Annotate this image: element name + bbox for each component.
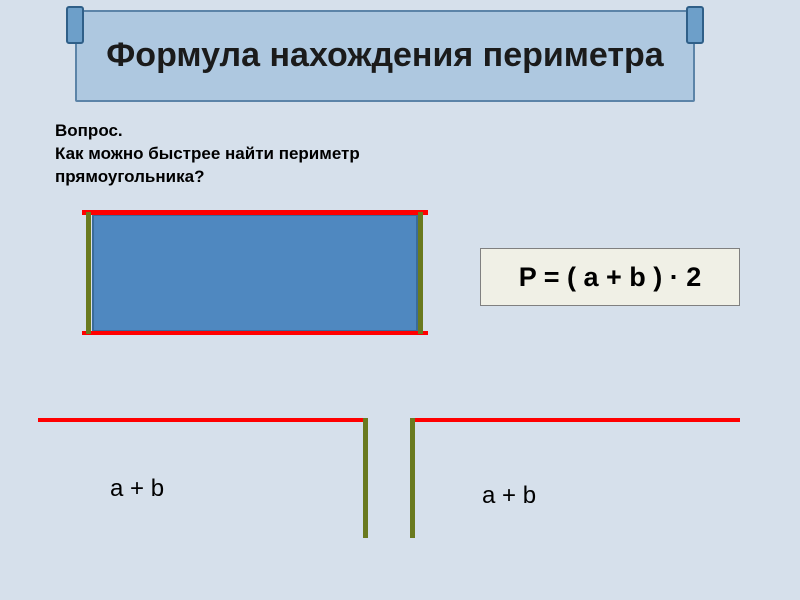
- formula-text: P = ( a + b ) · 2: [519, 262, 702, 293]
- title-text: Формула нахождения периметра: [106, 36, 663, 75]
- question-text: Вопрос. Как можно быстрее найти периметр…: [55, 120, 360, 189]
- unfold-left-horizontal: [38, 418, 368, 422]
- formula-box: P = ( a + b ) · 2: [480, 248, 740, 306]
- scroll-cap-right-icon: [686, 6, 704, 44]
- label-a-plus-b-left: a + b: [110, 475, 164, 503]
- title-banner: Формула нахождения периметра: [75, 10, 695, 102]
- unfold-left-vertical: [363, 418, 368, 538]
- rectangle-shape: [92, 214, 418, 332]
- scroll-cap-left-icon: [66, 6, 84, 44]
- label-a-plus-b-right: a + b: [482, 482, 536, 510]
- unfold-right-horizontal: [410, 418, 740, 422]
- unfold-right-vertical: [410, 418, 415, 538]
- rect-edge-top: [82, 210, 428, 215]
- rect-edge-left: [86, 212, 91, 334]
- rect-edge-right: [418, 212, 423, 334]
- rect-edge-bottom: [82, 331, 428, 335]
